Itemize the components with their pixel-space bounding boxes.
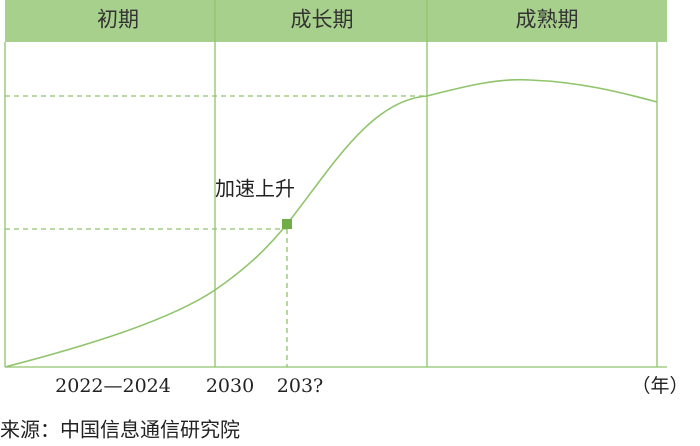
- x-label: 2022—2024: [55, 375, 171, 397]
- lifecycle-curve: [4, 78, 658, 368]
- stage-label: 成熟期: [516, 8, 579, 32]
- stage-label: 成长期: [291, 8, 354, 32]
- stage-label: 初期: [97, 8, 139, 32]
- x-label: 203?: [277, 375, 323, 397]
- inflection-point: [282, 219, 292, 229]
- x-label: 2030: [206, 375, 254, 397]
- annotation: 加速上升: [215, 177, 295, 201]
- source: 来源：中国信息通信研究院: [0, 418, 240, 442]
- x-unit: （年）: [631, 375, 688, 397]
- stage-header: [5, 0, 667, 42]
